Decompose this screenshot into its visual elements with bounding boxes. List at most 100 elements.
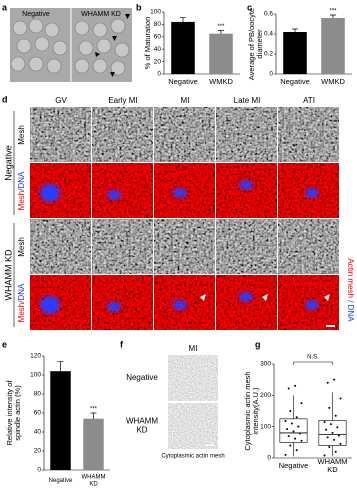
mesh-dna-image xyxy=(92,163,153,218)
mesh-image xyxy=(154,219,215,274)
y-tick-label: 0.6 xyxy=(264,11,273,18)
y-axis-label: % of Maturation xyxy=(143,17,152,70)
y-tick-label: 40 xyxy=(154,46,162,53)
data-point xyxy=(297,425,300,428)
y-tick-label: 20 xyxy=(34,448,42,455)
x-tick-label: WHAMM KD xyxy=(318,457,348,474)
panel-letter: e xyxy=(2,339,7,349)
x-tick-label: Negative xyxy=(168,77,198,86)
panel-f-title: MI xyxy=(189,344,198,353)
column-header: GV xyxy=(55,96,67,105)
data-point xyxy=(334,414,337,417)
y-tick-label: 0 xyxy=(269,71,273,78)
panel-d-images xyxy=(30,107,339,330)
dna xyxy=(239,292,253,302)
data-point xyxy=(289,410,292,412)
data-point xyxy=(333,378,336,381)
mesh-dna-image xyxy=(216,163,277,218)
mesh-dna-image xyxy=(92,275,153,330)
y-tick-label: 300 xyxy=(260,361,271,368)
mesh-image xyxy=(30,219,91,274)
data-point xyxy=(295,449,298,452)
panel-f-label: WHAMM KD xyxy=(126,417,158,435)
data-point xyxy=(339,442,342,445)
bar xyxy=(283,32,307,74)
x-tick-label: Negative xyxy=(49,478,73,484)
dna xyxy=(107,190,121,200)
x-tick-label: WMKD xyxy=(321,77,345,86)
dna xyxy=(40,296,60,314)
data-point xyxy=(292,430,295,433)
dna xyxy=(239,180,253,190)
y-tick-label: 60 xyxy=(154,34,162,41)
error-bar xyxy=(57,361,64,372)
bar xyxy=(50,371,71,470)
y-tick-label: 100 xyxy=(150,9,161,16)
data-point xyxy=(323,454,326,457)
mesh-image xyxy=(30,107,91,162)
data-point xyxy=(290,422,293,425)
data-point xyxy=(294,384,297,387)
data-point xyxy=(284,420,287,423)
panel-a-label: Negative xyxy=(22,11,50,18)
y-tick-label: 0 xyxy=(267,455,271,462)
x-tick-label: Negative xyxy=(279,461,309,470)
data-point xyxy=(300,402,303,405)
y-tick-label: 40 xyxy=(34,429,42,436)
significance: N.S. xyxy=(307,355,319,361)
column-header: Early MI xyxy=(108,96,137,105)
mesh-image xyxy=(92,219,153,274)
row-label: Mesh xyxy=(17,125,26,145)
x-tick-label: WMKD xyxy=(209,77,233,86)
column-header: Late MI xyxy=(234,96,261,105)
mesh-dna-image xyxy=(30,275,91,330)
panel-letter: g xyxy=(255,339,261,349)
significance: *** xyxy=(90,407,98,413)
y-axis-label: Cytoplasmic actin meshintensity(A.U.) xyxy=(243,371,260,450)
data-point xyxy=(334,450,337,453)
y-tick-label: 80 xyxy=(154,21,162,28)
bar xyxy=(209,33,233,74)
data-point xyxy=(287,435,290,438)
mesh-image xyxy=(278,107,339,162)
column-header: MI xyxy=(181,96,190,105)
y-tick-label: 20 xyxy=(154,58,162,65)
data-point xyxy=(336,426,339,429)
y-tick-label: 0 xyxy=(37,467,41,474)
data-point xyxy=(326,436,329,439)
panel-letter: f xyxy=(120,339,124,349)
data-point xyxy=(329,423,332,426)
mesh-image xyxy=(154,107,215,162)
panel-letter: b xyxy=(136,2,142,12)
data-point xyxy=(294,437,297,440)
dna xyxy=(107,302,121,312)
y-tick-label: 100 xyxy=(30,372,41,379)
y-tick-label: 200 xyxy=(260,392,271,399)
dna xyxy=(173,188,187,198)
panel-f-label: Negative xyxy=(126,373,158,382)
box xyxy=(318,420,347,446)
panel-letter: a xyxy=(2,2,8,12)
data-point xyxy=(326,381,329,384)
panel-f-caption: Cytoplasmic actin mesh xyxy=(161,454,224,460)
box xyxy=(279,418,308,443)
data-point xyxy=(298,432,301,435)
panel-f-images xyxy=(168,355,218,449)
row-label: Mesh/DNA xyxy=(17,283,26,322)
bracket xyxy=(293,361,333,365)
data-point xyxy=(333,438,336,441)
panel-letter: c xyxy=(247,2,252,12)
x-tick-label: WHAMM KD xyxy=(82,474,106,487)
y-tick-label: 0.4 xyxy=(264,31,273,38)
mesh-dna-image xyxy=(216,275,277,330)
y-tick-label: 0 xyxy=(157,71,161,78)
mesh-image xyxy=(278,219,339,274)
mesh-image xyxy=(92,107,153,162)
panel-a-image xyxy=(10,8,132,82)
mesh-image xyxy=(216,219,277,274)
error-bar xyxy=(90,412,97,419)
panel-a-label: WHAMM KD xyxy=(81,11,121,18)
error-bar xyxy=(218,30,224,34)
